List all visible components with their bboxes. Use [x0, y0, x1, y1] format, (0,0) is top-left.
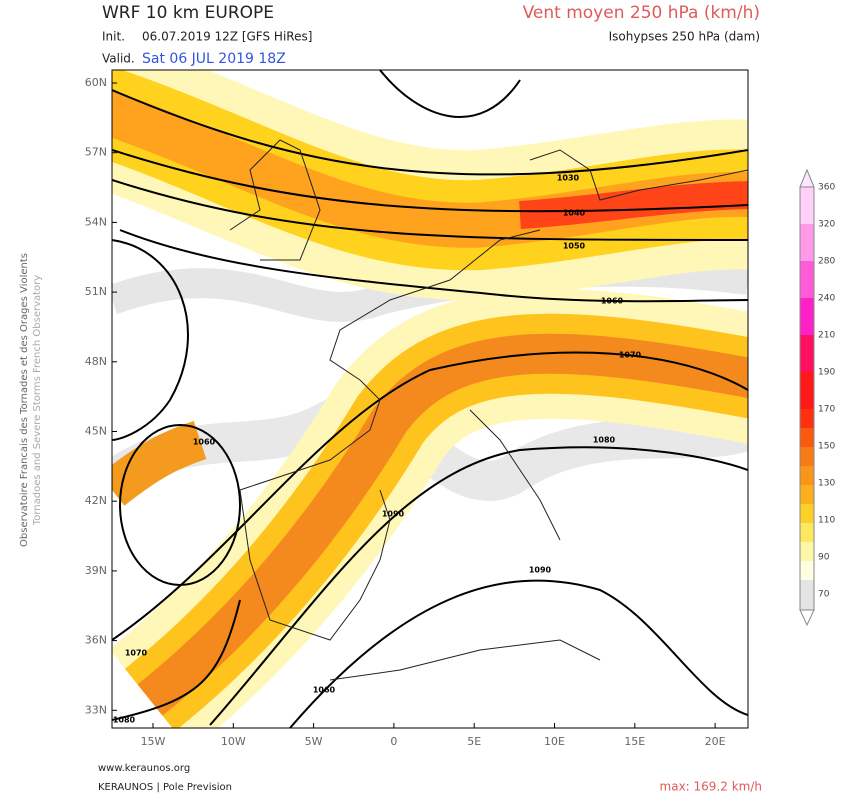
lat-label: 57N — [85, 146, 107, 159]
colorbar-label: 240 — [818, 294, 835, 304]
side-text: Observatoire Francais des Tornades et de… — [19, 253, 30, 547]
lat-label: 39N — [85, 564, 107, 577]
contour-labels: 1030 1040 1050 1060 1070 1060 1080 1090 1090 1070… — [113, 174, 642, 725]
colorbar-label: 360 — [818, 183, 835, 193]
lon-label: 10E — [544, 735, 565, 748]
axes: 60N 57N 54N 51N 48N 45N 42N 39N 36N 33N 15W 10W 5W 0 5… — [85, 76, 726, 748]
colorbar-label: 150 — [818, 442, 835, 452]
colorbar-label: 110 — [818, 516, 835, 526]
lat-label: 45N — [85, 425, 107, 438]
colorbar-label: 90 — [818, 553, 830, 563]
contour-label: 1060 — [193, 438, 216, 447]
lat-label: 36N — [85, 634, 107, 647]
website: www.keraunos.org — [98, 763, 190, 774]
lat-label: 48N — [85, 355, 107, 368]
overlay: Isohypses 250 hPa (dam) — [609, 30, 760, 44]
valid-label: Valid. — [102, 52, 135, 66]
map-frame — [111, 69, 749, 729]
init-label: Init. — [102, 30, 125, 44]
side-text: Tornadoes and Severe Storms French Obser… — [32, 275, 43, 526]
lon-label: 10W — [221, 735, 246, 748]
lon-label: 20E — [705, 735, 726, 748]
colorbar-label: 210 — [818, 331, 835, 341]
contour-label: 1070 — [619, 351, 642, 360]
lon-label: 5E — [467, 735, 481, 748]
lat-label: 51N — [85, 285, 107, 298]
lat-label: 60N — [85, 76, 107, 89]
lat-label: 54N — [85, 215, 107, 228]
colorbar-label: 130 — [818, 479, 835, 489]
colorbar-label: 280 — [818, 257, 835, 267]
credit: KERAUNOS | Pole Prevision — [98, 782, 232, 793]
contour-label: 1030 — [557, 174, 580, 183]
valid: Sat 06 JUL 2019 18Z — [142, 51, 286, 67]
colorbar-label: 320 — [818, 220, 835, 230]
lon-label: 5W — [305, 735, 323, 748]
lon-label: 15W — [141, 735, 166, 748]
colorbar-label: 170 — [818, 405, 835, 415]
colorbar-labels: 360 320 280 240 210 190 170 150 130 110 90 70 — [818, 183, 835, 600]
contour-label: 1060 — [313, 686, 336, 695]
contour-label: 1090 — [382, 510, 405, 519]
parameter: Vent moyen 250 hPa (km/h) — [523, 3, 760, 23]
lon-label: 0 — [390, 735, 397, 748]
lon-label: 15E — [624, 735, 645, 748]
contour-label: 1060 — [601, 297, 624, 306]
colorbar-label: 190 — [818, 368, 835, 378]
colorbar-label: 70 — [818, 590, 830, 600]
contour-label: 1080 — [113, 716, 136, 725]
colorbar — [799, 168, 815, 627]
lat-label: 33N — [85, 703, 107, 716]
contour-label: 1040 — [563, 209, 586, 218]
contour-label: 1080 — [593, 436, 616, 445]
lat-label: 42N — [85, 494, 107, 507]
map — [112, 70, 748, 728]
title: WRF 10 km EUROPE — [102, 3, 274, 23]
max-value: max: 169.2 km/h — [660, 780, 762, 794]
contour-label: 1050 — [563, 242, 586, 251]
init: 06.07.2019 12Z [GFS HiRes] — [142, 30, 312, 44]
contour-label: 1070 — [125, 649, 148, 658]
contour-label: 1090 — [529, 566, 552, 575]
